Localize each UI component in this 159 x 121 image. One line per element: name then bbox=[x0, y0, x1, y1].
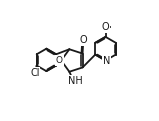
Text: O: O bbox=[79, 35, 87, 45]
Text: N: N bbox=[103, 56, 110, 66]
Text: Cl: Cl bbox=[30, 68, 40, 78]
Text: NH: NH bbox=[68, 76, 83, 86]
Text: O: O bbox=[102, 22, 109, 32]
Text: O: O bbox=[56, 56, 63, 65]
